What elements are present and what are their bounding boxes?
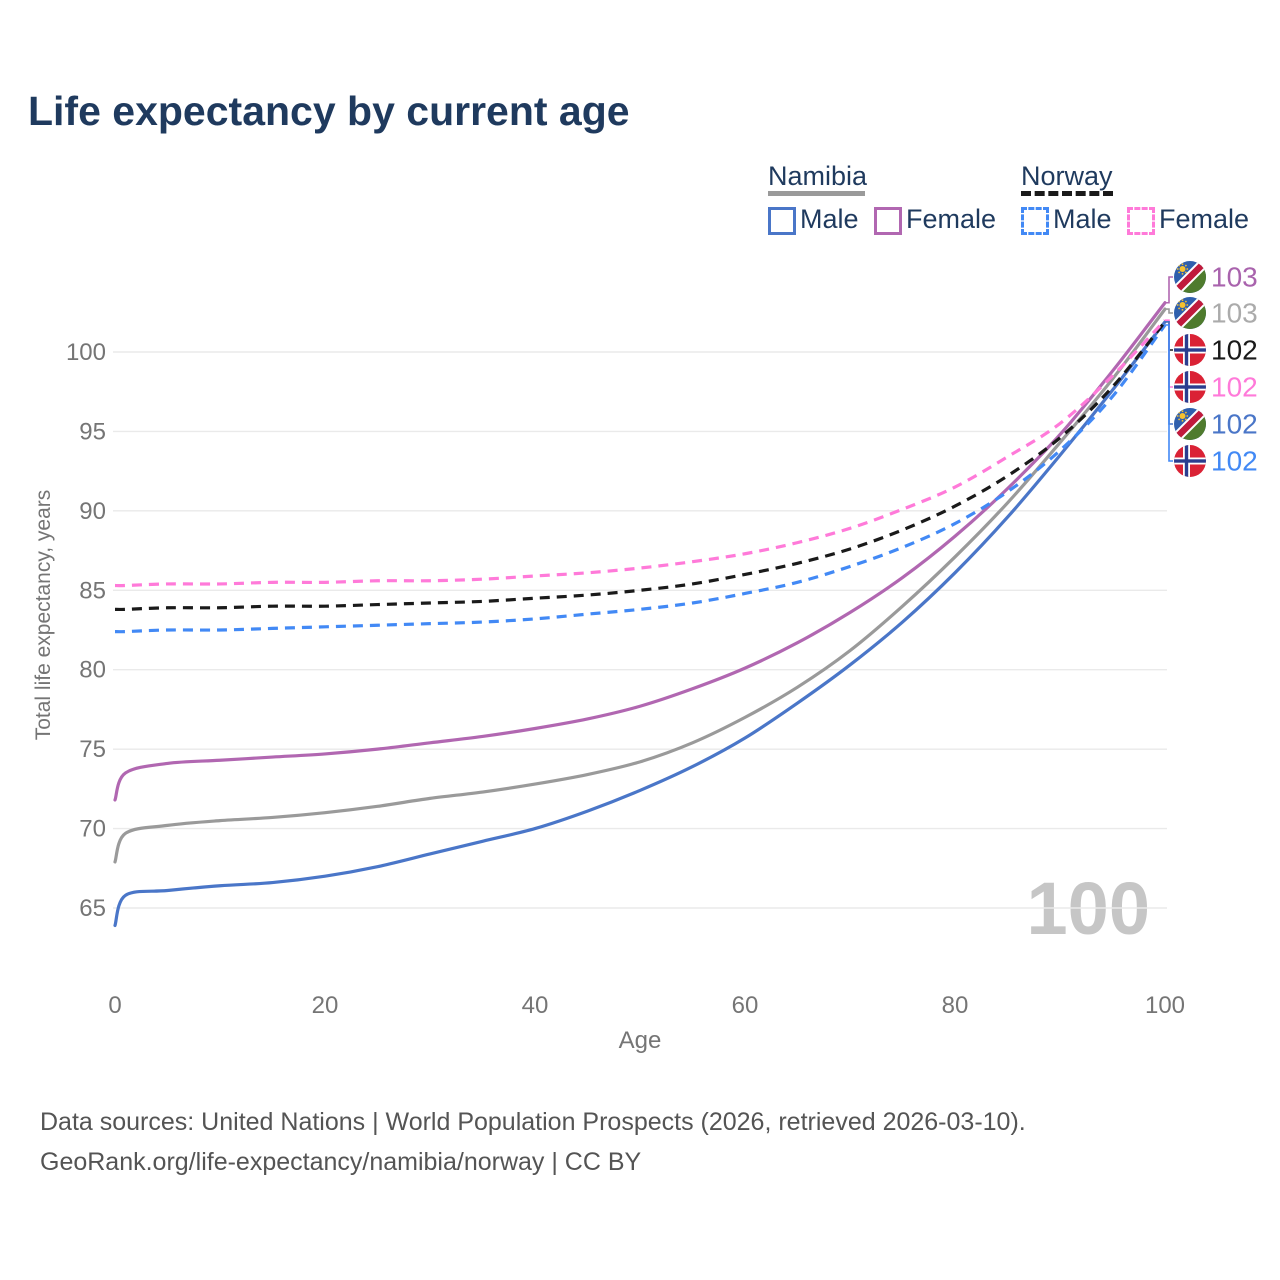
- legend-label-norway-male[interactable]: Male: [1053, 204, 1112, 234]
- footer-sources: Data sources: United Nations | World Pop…: [40, 1108, 1026, 1136]
- norway-flag-icon: [1174, 445, 1206, 477]
- leader-line-namibia-female: [1165, 276, 1173, 304]
- legend-group-norway[interactable]: Norway: [1021, 161, 1113, 191]
- y-tick-label: 100: [66, 339, 106, 366]
- y-tick-label: 95: [79, 418, 106, 445]
- legend-group-namibia[interactable]: Namibia: [768, 161, 868, 191]
- leader-line-namibia-both-sexes: [1165, 308, 1173, 314]
- legend-swatch-namibia-female[interactable]: [874, 207, 902, 235]
- x-tick-label: 60: [732, 992, 759, 1019]
- legend-label-namibia-female[interactable]: Female: [906, 204, 997, 234]
- y-tick-label: 75: [79, 736, 106, 763]
- series-line-norway-female[interactable]: [114, 319, 1167, 588]
- y-tick-label: 85: [79, 577, 106, 604]
- page-title: Life expectancy by current age: [28, 88, 630, 134]
- end-value-label-namibia-both-sexes: 103: [1211, 298, 1258, 329]
- end-value-label-norway-male: 102: [1211, 446, 1258, 477]
- legend-label-namibia-male[interactable]: Male: [800, 204, 859, 234]
- y-tick-label: 65: [79, 895, 106, 922]
- end-value-label-namibia-female: 103: [1211, 262, 1258, 293]
- series-line-norway-both-sexes[interactable]: [114, 320, 1167, 612]
- legend-namibia-line-swatch: [768, 191, 865, 196]
- x-axis-title: Age: [619, 1027, 662, 1054]
- end-value-label-norway-female: 102: [1211, 372, 1258, 403]
- leader-line-norway-male: [1165, 324, 1173, 462]
- x-tick-label: 80: [942, 992, 969, 1019]
- namibia-flag-icon: [1174, 408, 1206, 440]
- x-tick-label: 20: [312, 992, 339, 1019]
- end-value-label-norway-both-sexes: 102: [1211, 335, 1258, 366]
- y-axis-title: Total life expectancy, years: [32, 490, 55, 741]
- norway-flag-icon: [1174, 371, 1206, 403]
- y-tick-label: 90: [79, 498, 106, 525]
- legend-label-norway-female[interactable]: Female: [1159, 204, 1250, 234]
- x-tick-label: 0: [108, 992, 121, 1019]
- end-value-label-namibia-male: 102: [1211, 409, 1258, 440]
- legend-norway-line-swatch: [1021, 191, 1113, 196]
- y-tick-label: 70: [79, 816, 106, 843]
- legend-swatch-namibia-male[interactable]: [768, 207, 796, 235]
- namibia-flag-icon: [1174, 261, 1206, 293]
- legend-swatch-norway-male[interactable]: [1021, 207, 1049, 235]
- x-tick-label: 40: [522, 992, 549, 1019]
- x-tick-label: 100: [1145, 992, 1185, 1019]
- norway-flag-icon: [1174, 334, 1206, 366]
- y-tick-label: 80: [79, 657, 106, 684]
- series-line-namibia-both-sexes[interactable]: [113, 307, 1167, 864]
- series-line-norway-male[interactable]: [114, 324, 1167, 634]
- series-line-namibia-female[interactable]: [113, 301, 1167, 802]
- legend-swatch-norway-female[interactable]: [1127, 207, 1155, 235]
- series-line-namibia-male[interactable]: [113, 320, 1167, 928]
- footer-attribution: GeoRank.org/life-expectancy/namibia/norw…: [40, 1148, 642, 1176]
- namibia-flag-icon: [1174, 297, 1206, 329]
